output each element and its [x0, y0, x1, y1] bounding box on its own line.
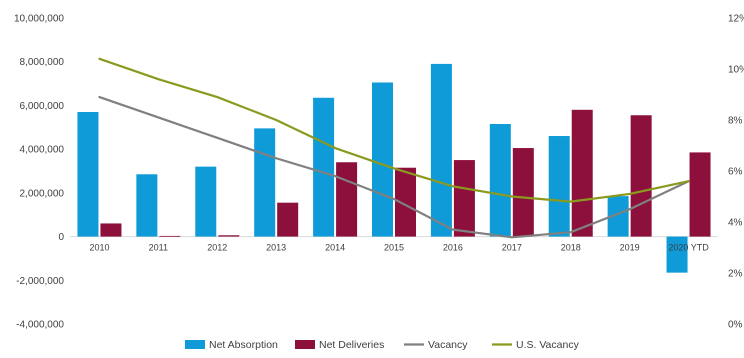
legend: Net Absorption Net Deliveries Vacancy U.S. … — [185, 339, 580, 351]
net-absorption-bar — [136, 174, 158, 237]
net-deliveries-bar — [689, 152, 711, 237]
net-deliveries-bar — [336, 162, 358, 237]
net-absorption-bar — [666, 236, 688, 273]
lines-group — [98, 57, 690, 239]
x-axis-ticks: 2010 2011 2012 2013 2014 2015 2016 2017 2018 2019… — [89, 243, 709, 253]
left-axis-tick-label: 10,000,000 — [14, 14, 64, 25]
net-deliveries-bar — [100, 223, 122, 237]
net-deliveries-bar — [395, 167, 416, 237]
x-axis-tick-label: 2011 — [149, 243, 168, 253]
right-axis-tick-label: 0% — [728, 320, 743, 331]
net-deliveries-bar — [571, 109, 593, 237]
left-axis-tick-label: 6,000,000 — [20, 101, 65, 112]
legend-label: Vacancy — [428, 339, 468, 351]
legend-swatch — [185, 340, 205, 349]
left-axis-tick-label: 0 — [58, 232, 64, 243]
x-axis-tick-label: 2015 — [384, 243, 404, 253]
net-deliveries-bar — [453, 160, 475, 237]
x-axis-tick-label: 2010 — [89, 243, 109, 253]
net-deliveries-bar — [512, 148, 534, 237]
left-axis-tick-label: 8,000,000 — [20, 57, 65, 68]
vacancy-line — [98, 95, 690, 239]
net-absorption-bar — [430, 63, 452, 237]
x-axis-tick-label: 2013 — [266, 243, 286, 253]
net-deliveries-bar — [159, 235, 181, 237]
right-axis-tick-label: 6% — [728, 167, 743, 178]
net-absorption-bar — [607, 196, 629, 237]
right-axis-tick-label: 8% — [728, 116, 743, 127]
right-axis-ticks: 0% 2% 4% 6% 8% 10% 12% — [728, 14, 744, 331]
legend-label: U.S. Vacancy — [516, 339, 580, 351]
left-axis-tick-label: 2,000,000 — [20, 188, 65, 199]
x-axis-tick-label: 2017 — [502, 243, 522, 253]
net-absorption-bar — [489, 124, 511, 237]
net-absorption-bar — [195, 166, 217, 237]
net-absorption-bar — [313, 97, 335, 237]
left-axis-tick-label: -2,000,000 — [16, 276, 64, 287]
net-deliveries-bar — [218, 235, 240, 237]
right-axis-tick-label: 12% — [728, 14, 744, 25]
net-absorption-bar — [372, 82, 393, 237]
net-deliveries-bar — [630, 115, 652, 237]
right-axis-tick-label: 2% — [728, 269, 743, 280]
net-absorption-bar — [254, 128, 276, 237]
right-axis-tick-label: 4% — [728, 218, 743, 229]
x-axis-tick-label: 2020 YTD — [668, 243, 709, 253]
bars-group — [77, 63, 711, 273]
legend-label: Net Deliveries — [319, 339, 384, 351]
legend-label: Net Absorption — [209, 339, 278, 351]
net-absorption-bar — [548, 136, 570, 237]
x-axis-tick-label: 2018 — [561, 243, 581, 253]
left-axis-tick-label: -4,000,000 — [16, 320, 64, 331]
x-axis-tick-label: 2014 — [325, 243, 345, 253]
net-absorption-bar — [77, 111, 99, 237]
left-axis-ticks: -4,000,000 -2,000,000 0 2,000,000 4,000,000 6… — [14, 14, 65, 331]
x-axis-tick-label: 2012 — [207, 243, 227, 253]
right-axis-tick-label: 10% — [728, 65, 744, 76]
x-axis-tick-label: 2019 — [620, 243, 640, 253]
legend-swatch — [295, 340, 315, 349]
net-deliveries-bar — [277, 202, 299, 237]
left-axis-tick-label: 4,000,000 — [20, 145, 65, 156]
x-axis-tick-label: 2016 — [443, 243, 463, 253]
us-vacancy-line — [98, 57, 690, 203]
